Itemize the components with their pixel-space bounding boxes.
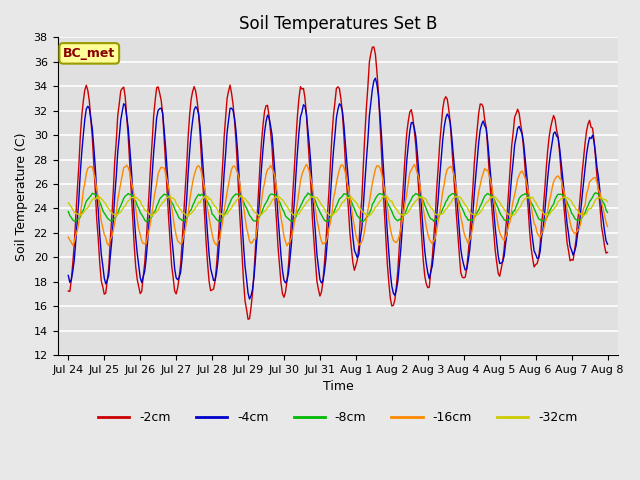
Legend: -2cm, -4cm, -8cm, -16cm, -32cm: -2cm, -4cm, -8cm, -16cm, -32cm — [93, 406, 583, 429]
X-axis label: Time: Time — [323, 381, 353, 394]
Text: BC_met: BC_met — [63, 47, 115, 60]
Title: Soil Temperatures Set B: Soil Temperatures Set B — [239, 15, 437, 33]
Y-axis label: Soil Temperature (C): Soil Temperature (C) — [15, 132, 28, 261]
